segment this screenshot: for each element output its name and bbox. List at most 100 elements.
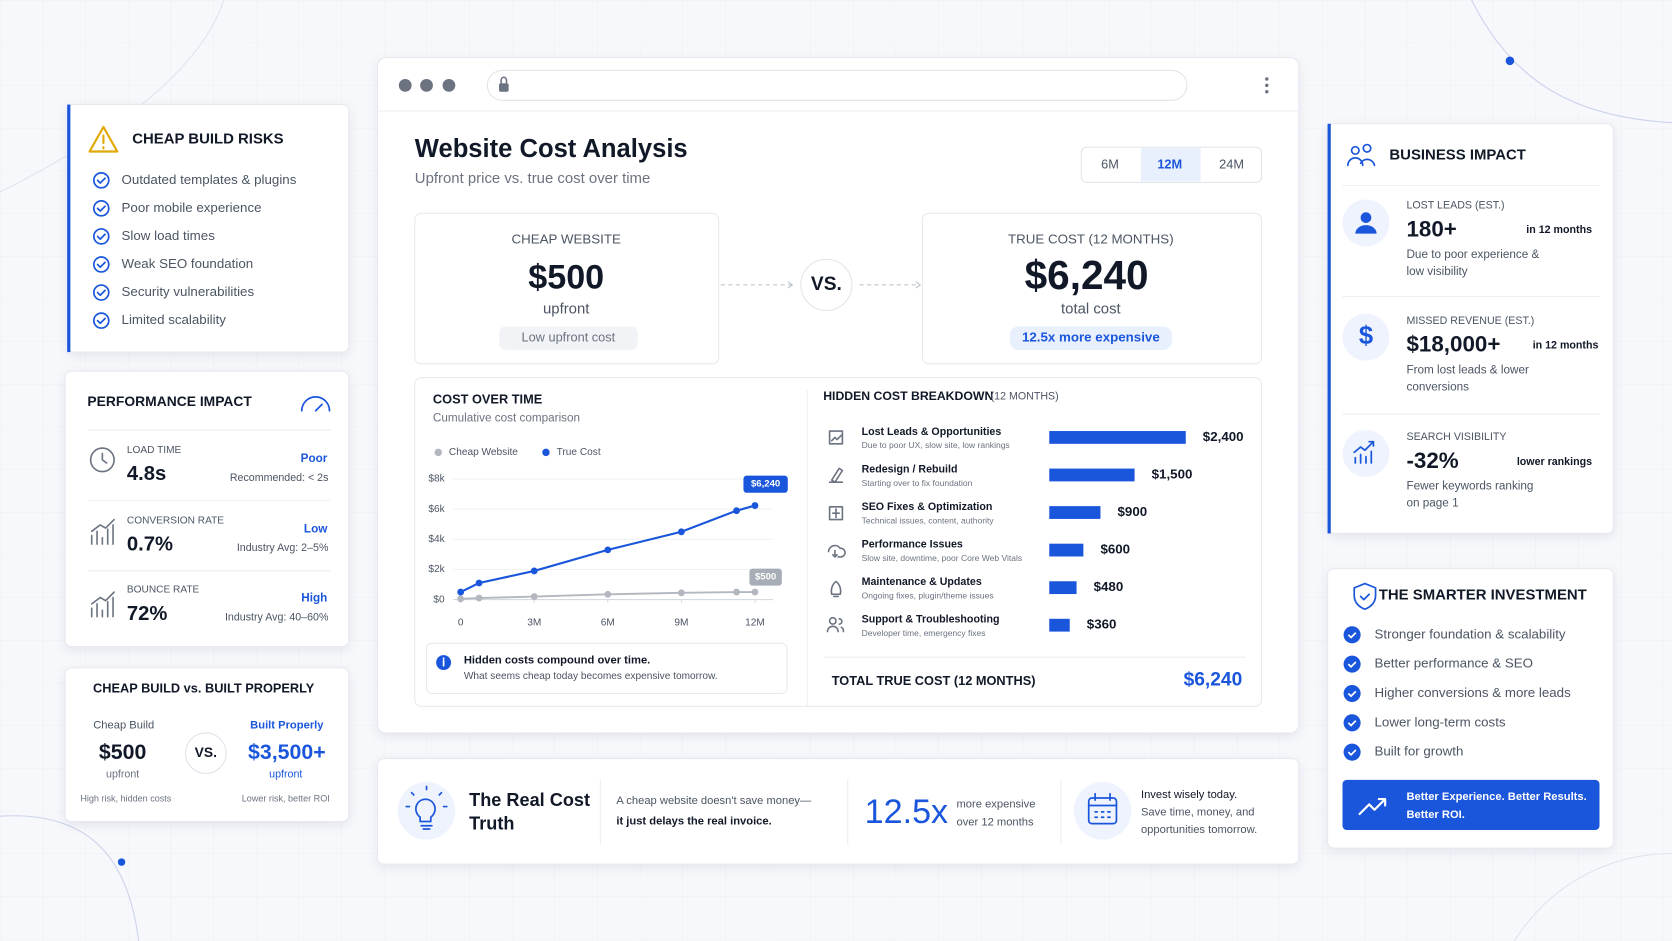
items: Security vulnerabilities <box>122 284 255 299</box>
bar <box>1049 431 1186 444</box>
title: PERFORMANCE IMPACT <box>87 393 252 409</box>
cta-button[interactable] <box>1342 779 1600 831</box>
title-suffix: (12 MONTHS) <box>991 391 1059 403</box>
point <box>733 588 740 596</box>
periods[interactable]: 12M <box>1157 157 1182 172</box>
title: CHEAP BUILD RISKS <box>132 131 283 148</box>
bar <box>1049 581 1077 595</box>
button-lines: Better ROI. <box>1406 809 1464 821</box>
business-icons: $ <box>1342 143 1600 762</box>
point <box>475 594 483 602</box>
title-lines: The Real Cost <box>469 790 590 810</box>
period-selector[interactable] <box>1080 146 1262 183</box>
note: High risk, hidden costs <box>80 793 171 803</box>
periods[interactable]: 24M <box>1219 157 1244 172</box>
value-labels: $360 <box>1087 617 1117 632</box>
items: Weak SEO foundation <box>122 256 254 271</box>
label: SEARCH VISIBILITY <box>1406 431 1506 443</box>
browser-bar <box>377 69 1299 112</box>
label: 3M <box>527 618 541 629</box>
label: CONVERSION RATE <box>127 515 224 526</box>
price: $6,240 <box>1025 252 1149 298</box>
title-lines: Truth <box>469 814 514 834</box>
label: 12M <box>745 618 765 629</box>
items: Lower long-term costs <box>1374 714 1505 729</box>
note: Lower risk, better ROI <box>242 793 330 803</box>
label: 6M <box>601 618 615 629</box>
items: Limited scalability <box>122 312 227 327</box>
value-labels: $500 <box>755 572 776 583</box>
title: THE SMARTER INVESTMENT <box>1379 586 1587 603</box>
label: BOUNCE RATE <box>127 585 200 596</box>
price: $500 <box>528 259 604 297</box>
note-lines: Fewer keywords ranking <box>1406 480 1533 493</box>
point <box>530 593 538 600</box>
vs: VS. <box>195 744 217 760</box>
note-text: What seems cheap today becomes expensive… <box>464 671 718 682</box>
label: 9M <box>674 618 688 629</box>
note-title: Hidden costs compound over time. <box>464 654 650 666</box>
descriptions: Due to poor UX, slow site, low rankings <box>862 440 1010 450</box>
label: TRUE COST (12 MONTHS) <box>1008 232 1174 247</box>
categories: Redesign / Rebuild <box>862 463 958 475</box>
descriptions: Starting over to fix foundation <box>862 478 973 488</box>
point <box>751 588 759 596</box>
name: True Cost <box>557 447 601 458</box>
descriptions: Developer time, emergency fixes <box>862 628 986 638</box>
text-lines: it just delays the real invoice. <box>616 815 771 827</box>
label: $6k <box>428 504 445 515</box>
label: LOAD TIME <box>127 445 182 456</box>
total-label: TOTAL TRUE COST (12 MONTHS) <box>832 673 1036 688</box>
categories: Support & Troubleshooting <box>862 614 1000 626</box>
point <box>677 589 685 597</box>
value-label-box <box>743 475 788 493</box>
button-lines: Better Experience. Better Results. <box>1406 791 1586 803</box>
invest-lines: Invest wisely today. <box>1141 789 1237 801</box>
truth-icons <box>397 778 1132 845</box>
point <box>530 567 538 575</box>
items: Poor mobile experience <box>122 200 262 215</box>
items: Higher conversions & more leads <box>1374 685 1571 700</box>
status: Low <box>304 522 328 535</box>
price: $500 <box>99 740 146 764</box>
note-lines: on page 1 <box>1406 497 1458 510</box>
subtitle: Upfront price vs. true cost over time <box>415 170 650 187</box>
title: COST OVER TIME <box>433 391 543 406</box>
label: LOST LEADS (EST.) <box>1406 200 1504 212</box>
label: CHEAP WEBSITE <box>512 232 621 247</box>
point <box>604 590 612 598</box>
value-labels: $1,500 <box>1152 466 1193 481</box>
point <box>457 588 465 596</box>
descriptions: Technical issues, content, authority <box>862 515 995 525</box>
accent <box>67 104 71 353</box>
items: Outdated templates & plugins <box>122 172 297 187</box>
invest-lines: Save time, money, and <box>1141 806 1255 818</box>
value-labels: $2,400 <box>1203 429 1244 444</box>
items: Slow load times <box>122 228 216 243</box>
descriptions: Slow site, downtime, poor Core Web Vital… <box>862 553 1023 563</box>
tag: 12.5x more expensive <box>1022 330 1160 345</box>
value-labels: $480 <box>1094 579 1124 594</box>
vs: VS. <box>811 274 842 295</box>
period: lower rankings <box>1517 456 1592 468</box>
svg-text:$: $ <box>1359 322 1373 350</box>
title: HIDDEN COST BREAKDOWN <box>823 389 993 403</box>
value: 180+ <box>1406 216 1456 241</box>
multiplier-lines: more expensive <box>956 798 1035 810</box>
categories: Performance Issues <box>862 539 963 551</box>
legend-swatch <box>434 448 442 457</box>
xticks: 0 <box>458 618 464 629</box>
value: 72% <box>127 603 168 625</box>
value-label-box <box>749 568 782 586</box>
categories: Lost Leads & Opportunities <box>862 426 1002 438</box>
period: in 12 months <box>1526 224 1592 236</box>
label: $8k <box>428 474 445 485</box>
risk-icons <box>88 125 119 329</box>
note-lines: From lost leads & lower <box>1406 363 1528 376</box>
categories: SEO Fixes & Optimization <box>862 501 993 513</box>
bar <box>1049 468 1135 482</box>
point <box>604 546 612 554</box>
periods[interactable]: 6M <box>1101 157 1119 172</box>
point <box>457 595 465 603</box>
